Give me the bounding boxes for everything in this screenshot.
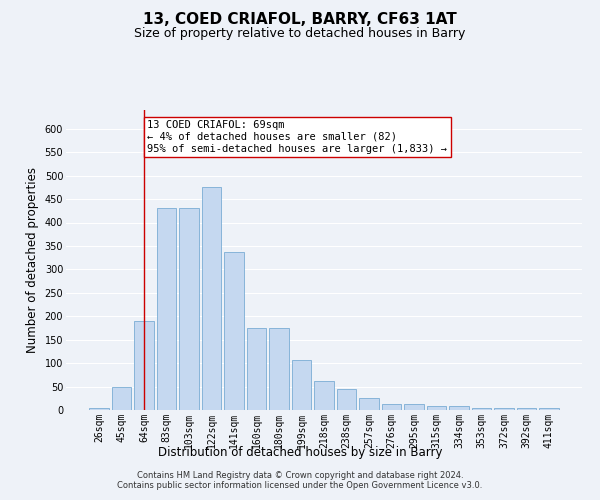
Y-axis label: Number of detached properties: Number of detached properties bbox=[26, 167, 39, 353]
Bar bbox=[472, 408, 491, 410]
Bar bbox=[539, 408, 559, 410]
Bar bbox=[112, 386, 131, 410]
Bar bbox=[179, 208, 199, 410]
Bar bbox=[382, 404, 401, 410]
Bar bbox=[359, 398, 379, 410]
Bar bbox=[494, 408, 514, 410]
Text: Contains HM Land Registry data © Crown copyright and database right 2024.
Contai: Contains HM Land Registry data © Crown c… bbox=[118, 470, 482, 490]
Bar bbox=[337, 389, 356, 410]
Bar bbox=[157, 208, 176, 410]
Bar bbox=[427, 406, 446, 410]
Bar bbox=[314, 381, 334, 410]
Bar bbox=[89, 408, 109, 410]
Bar bbox=[517, 408, 536, 410]
Bar bbox=[224, 252, 244, 410]
Bar bbox=[292, 360, 311, 410]
Text: 13 COED CRIAFOL: 69sqm
← 4% of detached houses are smaller (82)
95% of semi-deta: 13 COED CRIAFOL: 69sqm ← 4% of detached … bbox=[148, 120, 448, 154]
Text: Distribution of detached houses by size in Barry: Distribution of detached houses by size … bbox=[158, 446, 442, 459]
Text: 13, COED CRIAFOL, BARRY, CF63 1AT: 13, COED CRIAFOL, BARRY, CF63 1AT bbox=[143, 12, 457, 28]
Text: Size of property relative to detached houses in Barry: Size of property relative to detached ho… bbox=[134, 28, 466, 40]
Bar bbox=[247, 328, 266, 410]
Bar bbox=[269, 328, 289, 410]
Bar bbox=[449, 406, 469, 410]
Bar bbox=[202, 188, 221, 410]
Bar bbox=[404, 404, 424, 410]
Bar bbox=[134, 321, 154, 410]
